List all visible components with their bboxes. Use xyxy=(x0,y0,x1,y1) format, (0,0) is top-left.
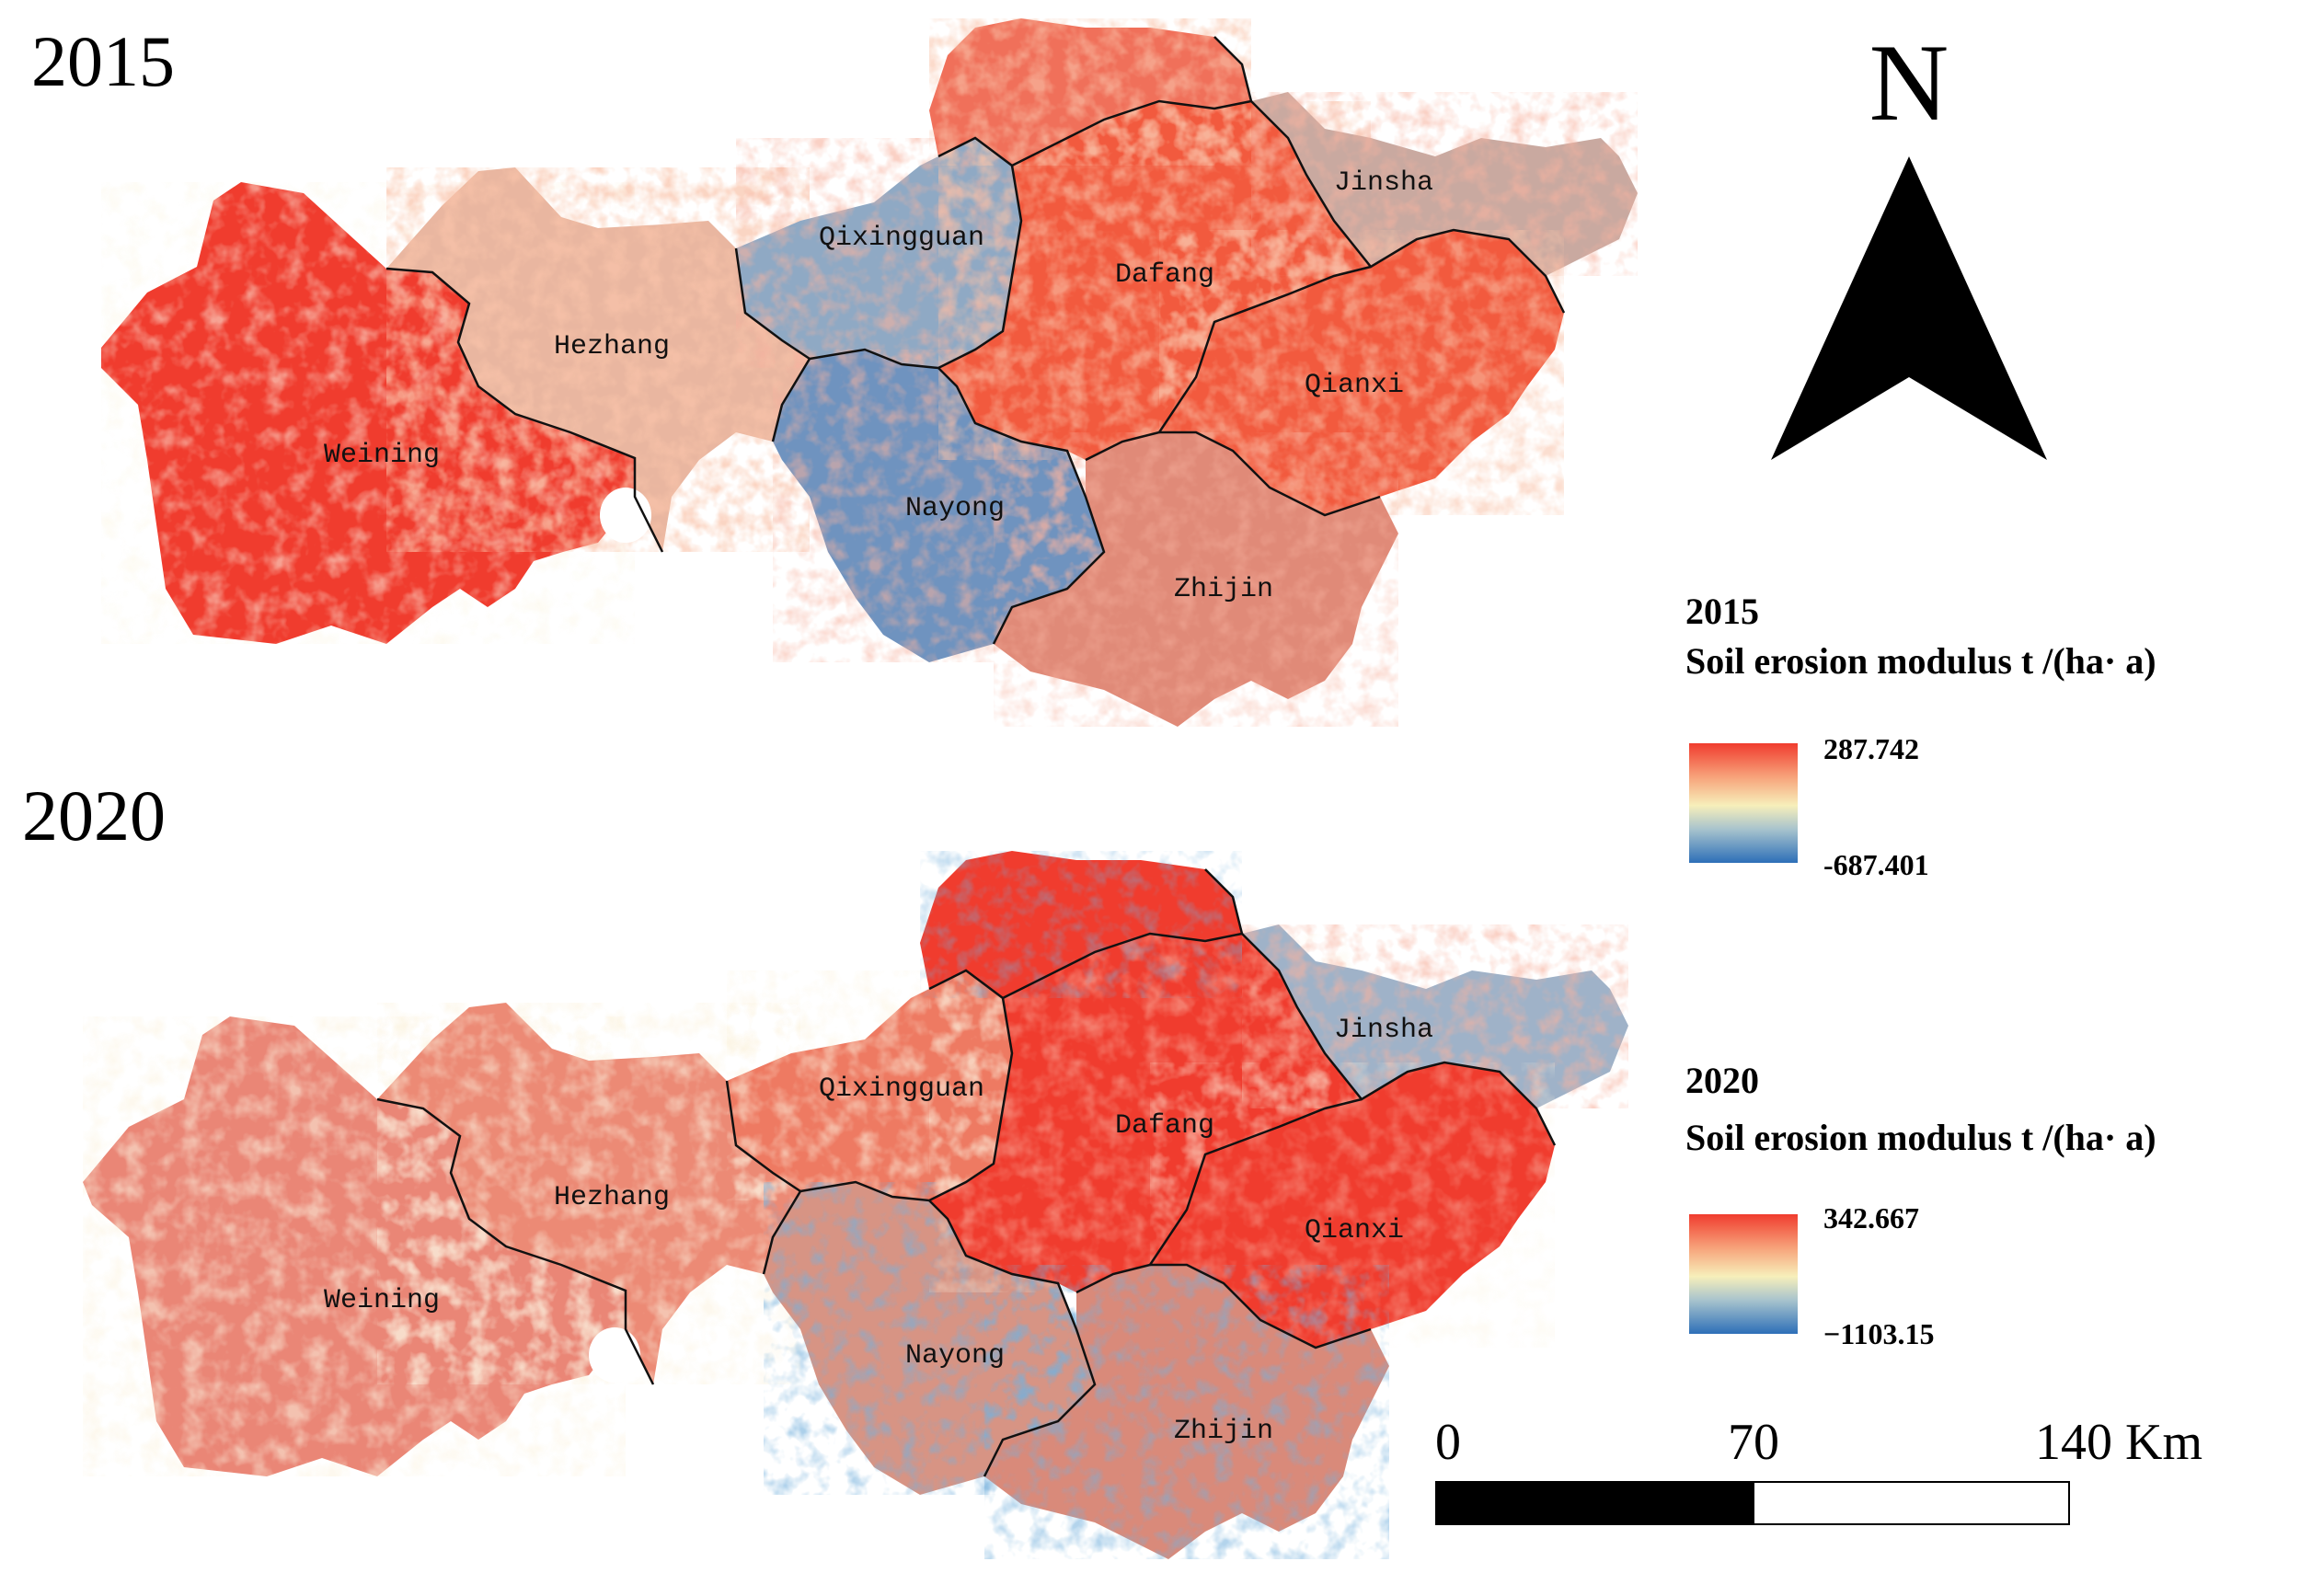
north-arrow: N xyxy=(1753,28,2065,469)
region-label-hezhang-2020: Hezhang xyxy=(554,1182,670,1213)
region-qianxi-2020 xyxy=(1150,1062,1555,1348)
region-qixingguan-2015 xyxy=(736,138,1021,368)
region-zhijin-2020 xyxy=(984,1265,1389,1559)
region-label-nayong-2020: Nayong xyxy=(905,1340,1005,1372)
region-hezhang-2015 xyxy=(386,167,810,552)
scale-bar: 0 70 140 Km xyxy=(1435,1407,2202,1536)
north-label: N xyxy=(1869,21,1949,144)
legend-title-2020: Soil erosion modulus t /(ha· a) xyxy=(1685,1117,2156,1158)
region-nayong-2020 xyxy=(764,1182,1095,1495)
map-2020: Weining Hezhang Qixingguan Dafang Jinsha… xyxy=(83,851,1628,1559)
map-2015: Weining Hezhang Qixingguan Dafang Jinsha… xyxy=(101,18,1638,727)
legend-min-2020: −1103.15 xyxy=(1823,1317,1935,1350)
region-label-hezhang-2015: Hezhang xyxy=(554,331,670,362)
region-nayong-2015 xyxy=(773,350,1104,662)
north-arrow-icon xyxy=(1771,156,2047,460)
region-weining-2015 xyxy=(101,182,635,644)
region-label-nayong-2015: Nayong xyxy=(905,493,1005,524)
legend-ramp-2015 xyxy=(1689,743,1798,863)
region-label-zhijin-2015: Zhijin xyxy=(1174,574,1273,605)
boundaries-2015 xyxy=(385,36,1566,645)
scale-tick-140: 140 Km xyxy=(2035,1414,2202,1471)
scale-tick-0: 0 xyxy=(1435,1414,1461,1471)
map-title-2015: 2015 xyxy=(31,21,175,101)
scale-tick-70: 70 xyxy=(1728,1414,1779,1471)
region-label-qixingguan-2015: Qixingguan xyxy=(819,223,984,254)
region-dafang-2020 xyxy=(929,934,1362,1292)
region-north-2020 xyxy=(920,851,1242,998)
region-north-2015 xyxy=(929,18,1251,166)
region-label-weining-2020: Weining xyxy=(324,1285,440,1316)
region-label-jinsha-2015: Jinsha xyxy=(1334,167,1433,199)
legend-min-2015: -687.401 xyxy=(1823,848,1929,881)
map-title-2020: 2020 xyxy=(22,775,166,855)
boundaries-2020 xyxy=(376,868,1557,1477)
region-weining-2020 xyxy=(83,1016,626,1476)
region-zhijin-2015 xyxy=(994,432,1398,727)
legend-max-2015: 287.742 xyxy=(1823,732,1919,765)
region-label-dafang-2015: Dafang xyxy=(1115,259,1214,291)
region-jinsha-2015 xyxy=(1251,92,1638,276)
scale-bar-black xyxy=(1435,1481,1753,1525)
region-hezhang-2020 xyxy=(377,1003,800,1384)
legend-ramp-2020 xyxy=(1689,1214,1798,1334)
region-dafang-2015 xyxy=(938,101,1371,460)
legend-year-2020: 2020 xyxy=(1685,1060,1759,1101)
region-label-jinsha-2020: Jinsha xyxy=(1334,1015,1433,1046)
legend-max-2020: 342.667 xyxy=(1823,1201,1919,1234)
scale-bar-white xyxy=(1753,1481,2070,1525)
region-jinsha-2020 xyxy=(1242,924,1628,1108)
region-qixingguan-2020 xyxy=(727,970,1012,1200)
legend-title-2015: Soil erosion modulus t /(ha· a) xyxy=(1685,640,2156,682)
region-qianxi-2015 xyxy=(1159,230,1564,515)
region-label-weining-2015: Weining xyxy=(324,440,440,471)
region-label-qianxi-2020: Qianxi xyxy=(1305,1215,1404,1246)
region-label-dafang-2020: Dafang xyxy=(1115,1110,1214,1142)
region-label-qixingguan-2020: Qixingguan xyxy=(819,1074,984,1105)
region-label-qianxi-2015: Qianxi xyxy=(1305,370,1404,401)
legend-year-2015: 2015 xyxy=(1685,591,1759,632)
region-label-zhijin-2020: Zhijin xyxy=(1174,1416,1273,1447)
